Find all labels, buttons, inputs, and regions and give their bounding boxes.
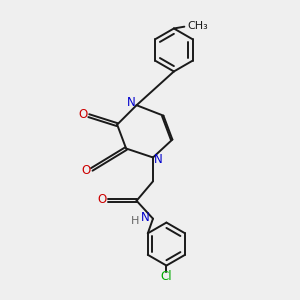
Text: O: O	[98, 193, 107, 206]
Text: CH₃: CH₃	[187, 21, 208, 31]
Text: Cl: Cl	[160, 270, 172, 284]
Text: N: N	[141, 211, 150, 224]
Text: O: O	[78, 108, 87, 121]
Text: O: O	[81, 164, 90, 177]
Text: N: N	[154, 153, 162, 167]
Text: H: H	[131, 216, 139, 226]
Text: N: N	[127, 96, 136, 109]
